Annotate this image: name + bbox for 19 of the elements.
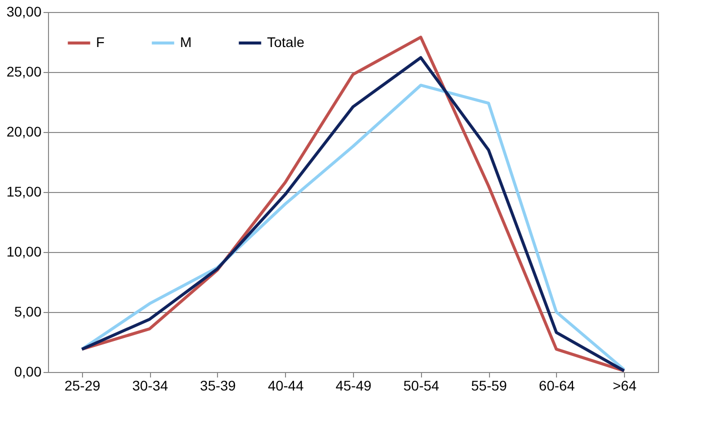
legend-label: F	[96, 34, 105, 50]
legend-label: Totale	[267, 34, 305, 50]
y-tick-label: 20,00	[6, 124, 42, 140]
legend-label: M	[180, 34, 192, 50]
x-tick-label: 60-64	[538, 378, 575, 394]
x-tick-label: 55-59	[471, 378, 508, 394]
x-tick-label: 30-34	[132, 378, 168, 394]
y-tick-label: 5,00	[14, 304, 42, 320]
x-tick-label: >64	[612, 378, 637, 394]
x-tick-label: 25-29	[64, 378, 101, 394]
x-tick-label: 45-49	[336, 378, 372, 394]
y-tick-label: 30,00	[6, 4, 42, 20]
x-tick-label: 50-54	[403, 378, 440, 394]
y-tick-label: 15,00	[6, 184, 42, 200]
y-tick-label: 10,00	[6, 244, 42, 260]
x-tick-label: 35-39	[200, 378, 236, 394]
y-tick-label: 25,00	[6, 64, 42, 80]
x-tick-label: 40-44	[268, 378, 304, 394]
y-tick-label: 0,00	[14, 364, 42, 380]
